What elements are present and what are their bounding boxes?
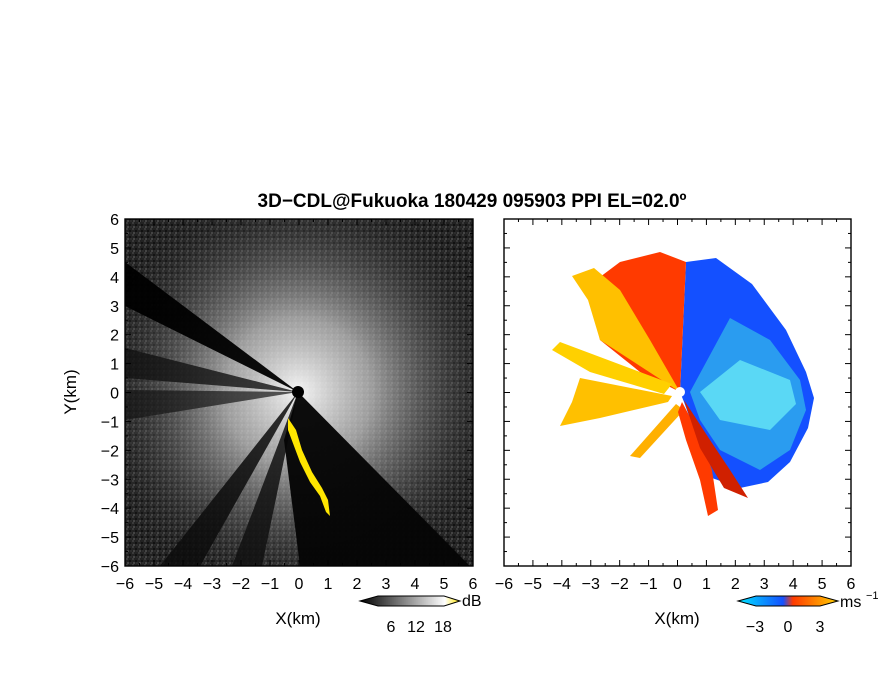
reflectivity-x-tick-label: 4 xyxy=(411,576,420,593)
velocity-x-tick-label: 6 xyxy=(847,576,856,593)
reflectivity-y-tick-label: −1 xyxy=(101,414,119,431)
velocity-x-tick-label: 1 xyxy=(702,576,711,593)
reflectivity-x-tick-labels: −6 −5 −4 −3 −2 −1 0 1 2 3 4 5 6 xyxy=(116,576,478,593)
velocity-x-tick-label: 3 xyxy=(760,576,769,593)
velocity-x-tick-labels: −6 −5 −4 −3 −2 −1 0 1 2 3 4 5 6 xyxy=(495,576,856,593)
reflectivity-x-tick-label: −2 xyxy=(232,576,250,593)
reflectivity-y-tick-labels: 6 5 4 3 2 1 0 −1 −2 −3 −4 −5 −6 xyxy=(101,212,119,576)
reflectivity-y-tick-label: 6 xyxy=(110,212,119,229)
velocity-colorbar-tick-label: −3 xyxy=(746,619,764,636)
velocity-x-tick-label: −2 xyxy=(611,576,629,593)
velocity-colorbar-tick-label: 0 xyxy=(784,619,793,636)
reflectivity-y-tick-label: 5 xyxy=(110,241,119,258)
reflectivity-colorbar-tick-label: 18 xyxy=(434,619,452,636)
reflectivity-y-tick-label: 4 xyxy=(110,270,119,287)
reflectivity-x-tick-label: 0 xyxy=(295,576,304,593)
reflectivity-x-tick-label: 2 xyxy=(353,576,362,593)
velocity-x-axis-label: X(km) xyxy=(654,609,699,628)
reflectivity-y-tick-label: −6 xyxy=(101,559,119,576)
velocity-image xyxy=(504,219,851,566)
reflectivity-x-tick-label: −4 xyxy=(174,576,192,593)
reflectivity-x-tick-label: 3 xyxy=(382,576,391,593)
reflectivity-y-axis-label: Y(km) xyxy=(61,369,80,414)
reflectivity-panel: −6 −5 −4 −3 −2 −1 0 1 2 3 4 5 6 6543210−1−2−3−4−5−6 … xyxy=(61,212,482,636)
reflectivity-x-tick-label: −1 xyxy=(261,576,279,593)
reflectivity-colorbar-ramp xyxy=(358,595,462,607)
reflectivity-x-axis-label: X(km) xyxy=(275,609,320,628)
reflectivity-x-tick-label: 5 xyxy=(440,576,449,593)
velocity-ticks xyxy=(503,218,852,567)
velocity-x-tick-label: 4 xyxy=(789,576,798,593)
figure-title: 3D−CDL@Fukuoka 180429 095903 PPI EL=02.0… xyxy=(258,191,687,212)
reflectivity-y-tick-label: −3 xyxy=(101,472,119,489)
velocity-x-tick-label: −4 xyxy=(553,576,571,593)
reflectivity-colorbar-unit: dB xyxy=(462,593,482,610)
reflectivity-ticks xyxy=(124,218,474,567)
reflectivity-x-tick-label: 1 xyxy=(324,576,333,593)
reflectivity-colorbar-tick-label: 12 xyxy=(407,619,425,636)
reflectivity-colorbar-tick-label: 6 xyxy=(387,619,396,636)
reflectivity-y-tick-label: 3 xyxy=(110,299,119,316)
velocity-x-tick-label: −3 xyxy=(582,576,600,593)
reflectivity-y-tick-label: −5 xyxy=(101,530,119,547)
reflectivity-x-tick-label: 6 xyxy=(469,576,478,593)
velocity-colorbar-tick-label: 3 xyxy=(816,619,825,636)
velocity-x-tick-label: 0 xyxy=(673,576,682,593)
reflectivity-y-tick-label: −4 xyxy=(101,501,119,518)
velocity-colorbar-unit-exponent: −1 xyxy=(866,590,879,602)
velocity-colorbar-ramp xyxy=(736,595,840,607)
velocity-colorbar-ticks: −3 0 3 xyxy=(746,619,825,636)
velocity-panel: −6 −5 −4 −3 −2 −1 0 1 2 3 4 5 6 X(km) ms −1 −3 0 3 xyxy=(495,218,879,636)
reflectivity-x-tick-label: −5 xyxy=(145,576,163,593)
reflectivity-y-tick-label: 1 xyxy=(110,357,119,374)
velocity-x-tick-label: 2 xyxy=(731,576,740,593)
reflectivity-y-tick-label: −2 xyxy=(101,443,119,460)
velocity-x-tick-label: −5 xyxy=(524,576,542,593)
reflectivity-x-tick-label: −3 xyxy=(203,576,221,593)
reflectivity-colorbar: dB 6 12 18 xyxy=(358,593,482,636)
velocity-x-tick-label: 5 xyxy=(818,576,827,593)
velocity-colorbar-unit: ms xyxy=(840,594,861,611)
velocity-x-tick-label: −6 xyxy=(495,576,513,593)
reflectivity-x-tick-label: −6 xyxy=(116,576,134,593)
velocity-x-tick-label: −1 xyxy=(639,576,657,593)
reflectivity-colorbar-ticks: 6 12 18 xyxy=(387,619,452,636)
velocity-colorbar: ms −1 −3 0 3 xyxy=(736,590,879,636)
reflectivity-image xyxy=(125,219,473,566)
reflectivity-y-tick-label: 0 xyxy=(110,386,119,403)
reflectivity-y-tick-label: 2 xyxy=(110,328,119,345)
